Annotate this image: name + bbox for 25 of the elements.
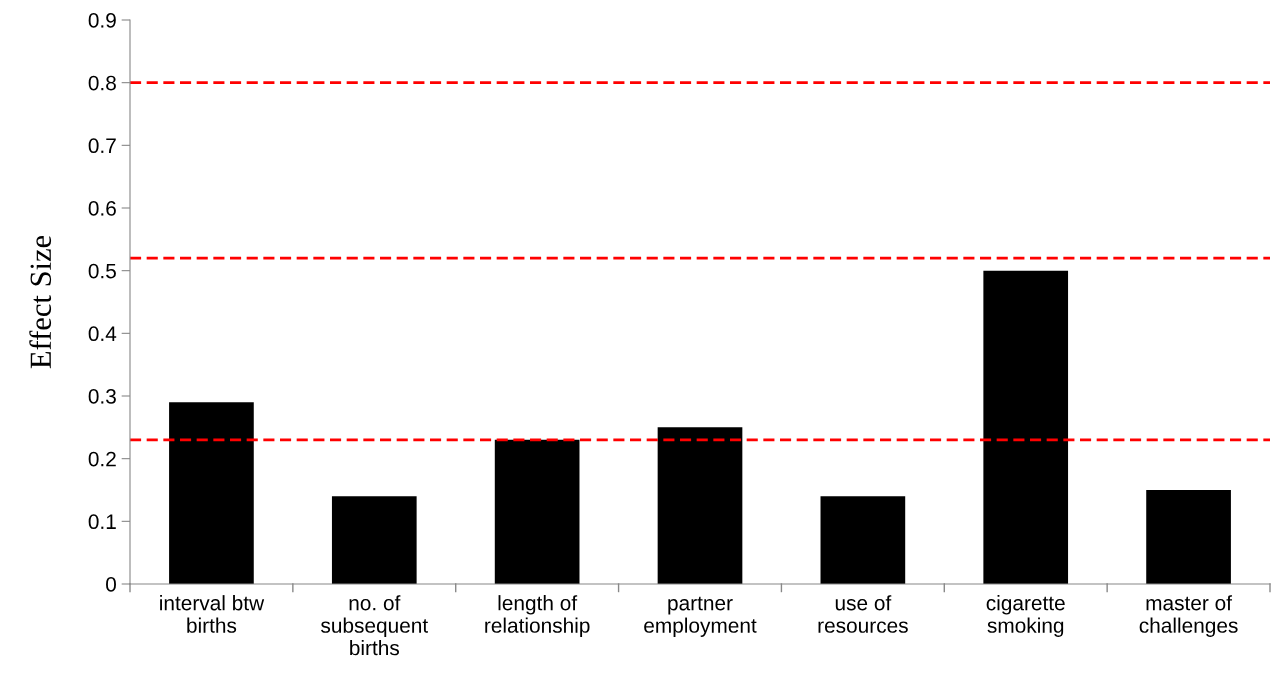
bar — [983, 270, 1069, 584]
y-tick-label: 0.9 — [88, 13, 116, 28]
y-tick-label: 0.6 — [88, 201, 116, 216]
y-tick-label: 0.4 — [88, 326, 117, 342]
bar — [494, 439, 580, 584]
y-tick-label: 0.8 — [88, 75, 116, 91]
x-tick-label: interval btw births — [160, 595, 265, 633]
bar — [820, 496, 906, 584]
x-tick-label: partner employment — [644, 596, 757, 637]
x-tick-label: cigarette smoking — [986, 595, 1065, 637]
y-tick-label: 0 — [106, 577, 116, 592]
y-tick-label: 0.2 — [88, 451, 116, 467]
bar — [657, 427, 743, 584]
y-tick-label: 0.7 — [88, 138, 116, 154]
x-tick-label: use of resources — [818, 595, 908, 633]
x-tick-label: no. of subsequent births — [321, 595, 428, 656]
bar — [169, 402, 254, 584]
x-tick-label: master of challenges — [1139, 595, 1238, 637]
bar — [331, 496, 417, 584]
y-axis-title: Effect Size — [29, 235, 52, 369]
y-tick-label: 0.3 — [88, 389, 116, 404]
bar — [1146, 490, 1231, 584]
x-tick-label: length of relationship — [485, 595, 590, 637]
y-tick-label: 0.5 — [88, 263, 116, 279]
y-tick-label: 0.1 — [88, 514, 116, 530]
